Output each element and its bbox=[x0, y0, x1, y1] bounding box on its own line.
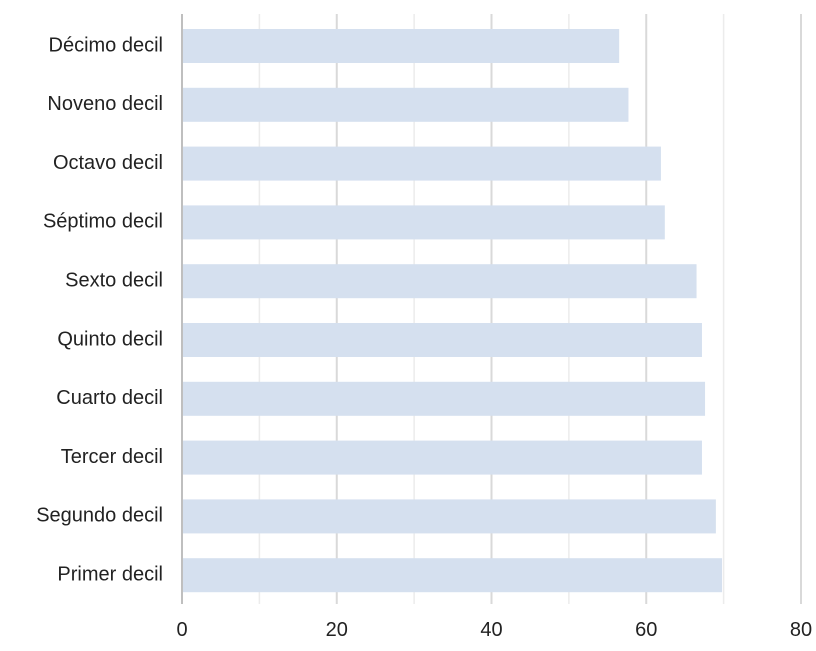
bar bbox=[182, 87, 629, 122]
category-label: Sexto decil bbox=[65, 269, 163, 291]
category-label: Quinto decil bbox=[57, 328, 163, 350]
bar bbox=[182, 146, 661, 181]
category-label: Segundo decil bbox=[36, 505, 163, 527]
bar bbox=[182, 440, 702, 475]
x-tick-label: 80 bbox=[790, 619, 812, 641]
bar bbox=[182, 323, 702, 357]
category-label: Tercer decil bbox=[61, 446, 163, 468]
axis-labels: Décimo decil Noveno decil Octavo decil Sépt… bbox=[36, 34, 812, 641]
bar bbox=[182, 381, 706, 416]
category-label: Octavo decil bbox=[53, 152, 163, 174]
bar bbox=[182, 205, 665, 240]
bar bbox=[182, 264, 697, 299]
x-tick-label: 0 bbox=[176, 619, 187, 641]
bars bbox=[182, 29, 723, 593]
category-label: Séptimo decil bbox=[43, 211, 163, 233]
bar bbox=[182, 558, 723, 593]
category-label: Primer decil bbox=[57, 563, 163, 585]
bar bbox=[182, 499, 716, 534]
category-label: Cuarto decil bbox=[56, 387, 163, 409]
category-label: Noveno decil bbox=[47, 93, 163, 115]
bar bbox=[182, 29, 620, 63]
category-label: Décimo decil bbox=[49, 34, 163, 56]
x-tick-label: 60 bbox=[635, 619, 657, 641]
x-tick-label: 40 bbox=[480, 619, 502, 641]
x-tick-label: 20 bbox=[326, 619, 348, 641]
